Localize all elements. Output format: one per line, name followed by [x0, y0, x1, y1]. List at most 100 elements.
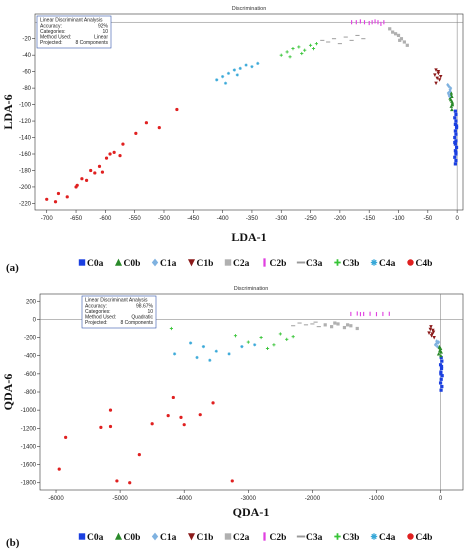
- data-point-c1a: [437, 340, 441, 345]
- legend-label-c0b: C0b: [124, 259, 141, 269]
- x-tick-label: 0: [439, 496, 443, 502]
- data-point-c4a: [214, 349, 218, 353]
- legend-marker-c2b: [263, 258, 266, 267]
- legend-marker-c4a: [370, 533, 378, 540]
- x-tick-label: -650: [70, 216, 83, 222]
- y-tick-label: -80: [22, 86, 31, 92]
- x-tick-label: -4000: [177, 496, 193, 502]
- data-point-c3a: [297, 322, 302, 324]
- legend-label-c2a: C2a: [233, 259, 250, 269]
- qda-info-categories-label: Categories:: [85, 309, 111, 315]
- data-point-c2b: [382, 311, 384, 317]
- legend-marker-c3a: [296, 261, 306, 264]
- data-point-c4b: [93, 171, 97, 175]
- data-point-c4a: [227, 352, 231, 356]
- data-point-c2b: [371, 20, 373, 25]
- x-tick-label: -1000: [369, 496, 385, 502]
- y-tick-label: -1200: [21, 426, 37, 432]
- data-point-c3b: [314, 42, 319, 46]
- data-point-c4b: [104, 156, 109, 160]
- data-point-c4b: [166, 413, 170, 418]
- legend-label-c1b: C1b: [197, 259, 214, 269]
- qda-chart: Discrimination QDA-1 QDA-6 -6000 -5000 -40…: [1, 286, 464, 549]
- data-point-c3b: [233, 334, 238, 338]
- data-point-c4b: [182, 423, 186, 427]
- data-point-c0a: [453, 109, 457, 113]
- legend-marker-c1a: [151, 532, 159, 541]
- data-point-c3b: [278, 332, 282, 336]
- data-point-c2b: [388, 311, 390, 316]
- x-tick-label: -700: [41, 216, 54, 222]
- data-point-c3b: [308, 43, 313, 47]
- y-tick-label: -40: [22, 53, 31, 59]
- data-point-c2b: [368, 20, 370, 26]
- x-tick-label: -3000: [241, 496, 257, 502]
- data-point-c4b: [179, 415, 183, 420]
- data-point-c3a: [310, 323, 315, 325]
- data-point-c0a: [439, 355, 443, 360]
- data-point-c2a: [346, 323, 350, 327]
- data-point-c4b: [108, 424, 113, 429]
- lda-info-projected-value: 8 Components: [75, 40, 108, 46]
- data-point-c4a: [201, 345, 206, 349]
- data-point-c0a: [454, 158, 458, 163]
- legend-label-c0a: C0a: [87, 533, 104, 543]
- x-tick-label: -500: [158, 216, 171, 222]
- data-point-c3b: [169, 326, 173, 331]
- qda-info-box-frame: [81, 295, 157, 329]
- data-point-c0a: [439, 388, 443, 392]
- legend-label-c0a: C0a: [87, 259, 104, 269]
- legend-marker-c2a: [224, 259, 232, 266]
- data-point-c0a: [454, 119, 458, 123]
- lda-info-accuracy-value: 92%: [98, 24, 109, 30]
- data-point-c3b: [285, 50, 289, 54]
- y-tick-label: 200: [26, 299, 37, 305]
- y-tick-label: -1800: [21, 481, 37, 487]
- data-point-c4b: [57, 467, 61, 471]
- x-tick-label: -550: [129, 216, 142, 222]
- legend-label-c3b: C3b: [343, 533, 360, 543]
- data-point-c1a: [449, 86, 453, 91]
- data-point-c1a: [447, 92, 451, 97]
- data-point-c0a: [454, 124, 459, 128]
- data-point-c4a: [235, 73, 239, 77]
- lda-info-box: Linear Discriminant Analysis Accuracy: 9…: [36, 15, 112, 49]
- lda-y-axis-label: LDA-6: [1, 94, 15, 129]
- data-point-c4b: [53, 200, 58, 204]
- data-point-c4a: [208, 358, 212, 362]
- lda-info-method-value: Linear: [94, 35, 108, 41]
- data-point-c2a: [396, 33, 401, 38]
- data-point-c0a: [453, 155, 457, 159]
- data-point-c3b: [311, 46, 316, 51]
- data-point-c0a: [439, 377, 443, 381]
- legend-marker-c4b: [407, 259, 414, 266]
- data-point-c2b: [351, 20, 353, 25]
- x-tick-label: -200: [334, 216, 347, 222]
- legend-label-c1a: C1a: [160, 259, 177, 269]
- legend-label-c4a: C4a: [379, 259, 396, 269]
- data-point-c4b: [144, 121, 148, 125]
- legend-marker-c2b: [263, 532, 266, 541]
- data-point-c2a: [399, 37, 404, 41]
- x-tick-label: -5000: [112, 496, 128, 502]
- qda-info-accuracy-label: Accuracy:: [85, 304, 107, 310]
- data-point-c0a: [454, 150, 458, 154]
- lda-info-accuracy-label: Accuracy:: [40, 24, 62, 30]
- data-point-c0a: [453, 129, 457, 133]
- x-tick-label: 0: [455, 216, 459, 222]
- data-point-c0a: [453, 140, 457, 145]
- data-point-c4b: [84, 178, 89, 182]
- lda-x-axis-label: LDA-1: [231, 230, 266, 244]
- data-point-c4a: [195, 355, 199, 360]
- data-point-c4b: [108, 152, 112, 156]
- data-point-c2b: [355, 20, 357, 25]
- legend-label-c2b: C2b: [270, 533, 287, 543]
- lda-info-method-label: Method Used:: [40, 35, 71, 41]
- y-tick-label: -200: [24, 336, 37, 342]
- data-point-c2a: [333, 321, 337, 325]
- y-tick-label: -600: [24, 372, 37, 378]
- data-point-c4a: [172, 352, 177, 356]
- data-point-c1b: [433, 73, 437, 77]
- data-point-c3a: [343, 36, 348, 38]
- y-tick-label: -1000: [21, 408, 37, 414]
